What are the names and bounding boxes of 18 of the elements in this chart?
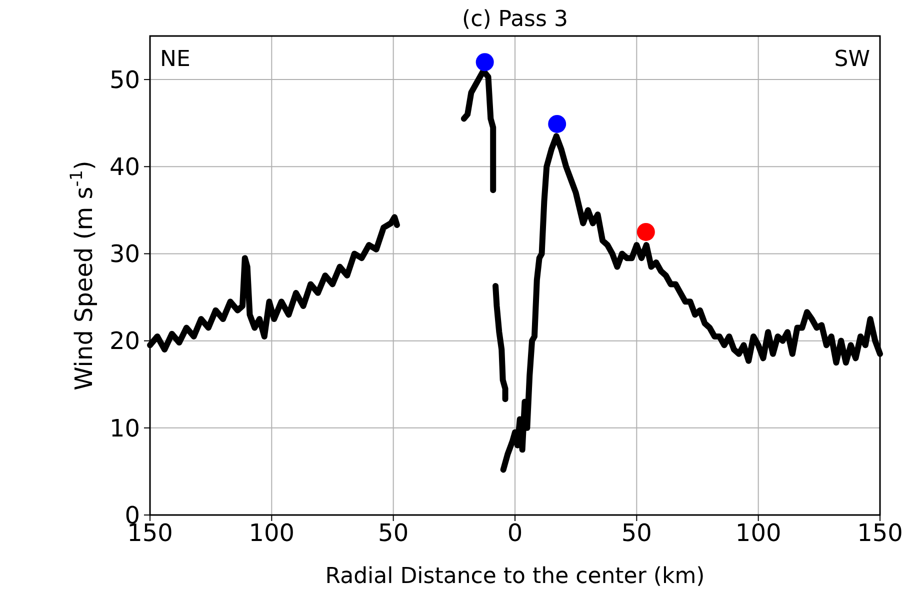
x-tick-label: 100 bbox=[735, 519, 782, 547]
x-tick-label: 100 bbox=[248, 519, 295, 547]
point bbox=[548, 114, 566, 133]
chart-title: (c) Pass 3 bbox=[462, 7, 568, 32]
annotation: SW bbox=[834, 47, 870, 72]
point bbox=[476, 53, 494, 72]
y-tick-label: 20 bbox=[109, 327, 140, 356]
x-tick-label: 50 bbox=[621, 519, 652, 547]
x-tick-label: 0 bbox=[507, 519, 523, 547]
y-tick-label: 50 bbox=[109, 66, 140, 94]
y-tick-label: 40 bbox=[109, 153, 140, 182]
x-tick-label: 50 bbox=[378, 519, 409, 547]
x-tick-label: 150 bbox=[857, 519, 903, 547]
x-axis-title: Radial Distance to the center (km) bbox=[325, 564, 705, 589]
y-tick-label: 10 bbox=[109, 414, 140, 442]
y-tick-label: 30 bbox=[109, 240, 140, 268]
annotation: NE bbox=[160, 47, 190, 72]
point bbox=[636, 222, 655, 241]
